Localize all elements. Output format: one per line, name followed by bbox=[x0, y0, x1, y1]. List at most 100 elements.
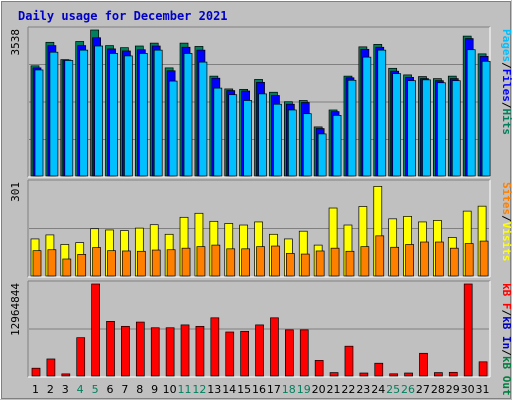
bar-kb-f-day-3 bbox=[61, 373, 71, 377]
bar-pages-day-27 bbox=[422, 79, 431, 177]
bar-kb-f-day-30 bbox=[463, 283, 473, 377]
bar-pages-day-9 bbox=[153, 49, 163, 177]
bar-sites-day-4 bbox=[77, 254, 87, 277]
day-label: 19 bbox=[297, 383, 311, 396]
bar-pages-day-13 bbox=[213, 87, 223, 177]
bar-sites-day-5 bbox=[92, 247, 101, 277]
axis-max-label: 3538 bbox=[9, 29, 22, 56]
bar-sites-day-29 bbox=[449, 247, 459, 277]
bar-kb-f-day-29 bbox=[448, 371, 458, 377]
bar-pages-day-26 bbox=[407, 80, 416, 177]
bar-sites-day-18 bbox=[286, 253, 295, 277]
bar-pages-day-17 bbox=[273, 103, 282, 177]
day-label: 9 bbox=[151, 383, 158, 396]
bar-sites-day-23 bbox=[360, 246, 370, 277]
bar-pages-day-7 bbox=[124, 55, 133, 177]
side-legend: Pages/Files/Hits bbox=[500, 29, 512, 135]
bar-kb-f-day-13 bbox=[210, 317, 220, 377]
bar-kb-f-day-5 bbox=[91, 283, 100, 377]
day-label: 20 bbox=[312, 383, 326, 396]
legend-entry: kB F bbox=[500, 283, 512, 310]
bar-sites-day-17 bbox=[271, 245, 280, 277]
side-legend-text: Pages/Files/Hits bbox=[500, 29, 512, 135]
day-label: 21 bbox=[327, 383, 341, 396]
bar-sites-day-31 bbox=[479, 240, 489, 277]
bar-sites-day-8 bbox=[136, 250, 146, 277]
legend-entry: kB In bbox=[500, 316, 512, 349]
bar-sites-day-15 bbox=[241, 248, 250, 277]
bar-pages-day-10 bbox=[168, 80, 178, 177]
visits-panel: 301 Sites/Visits bbox=[9, 179, 512, 278]
chart-title: Daily usage for December 2021 bbox=[18, 9, 228, 23]
day-label: 24 bbox=[371, 383, 385, 396]
bar-kb-f-day-17 bbox=[270, 317, 279, 377]
bar-kb-f-day-7 bbox=[121, 325, 130, 377]
day-label: 14 bbox=[222, 383, 236, 396]
bar-pages-day-24 bbox=[377, 49, 387, 177]
bar-pages-day-15 bbox=[243, 100, 252, 177]
bar-sites-day-3 bbox=[62, 258, 72, 277]
bar-pages-day-31 bbox=[481, 60, 491, 177]
bar-pages-day-30 bbox=[466, 49, 476, 177]
bar-pages-day-5 bbox=[94, 45, 103, 177]
kbytes-panel: 12964844 kB F/kB In/kB Out bbox=[9, 280, 512, 396]
bar-kb-f-day-28 bbox=[434, 372, 443, 377]
day-label: 16 bbox=[252, 383, 266, 396]
bar-kb-f-day-14 bbox=[225, 331, 235, 377]
bar-pages-day-21 bbox=[332, 114, 342, 177]
day-label: 18 bbox=[282, 383, 296, 396]
bar-kb-f-day-31 bbox=[478, 361, 488, 377]
bar-kb-f-day-10 bbox=[165, 327, 175, 377]
bar-kb-f-day-23 bbox=[359, 372, 369, 377]
side-legend: kB F/kB In/kB Out bbox=[500, 283, 512, 396]
legend-entry: kB Out bbox=[500, 356, 512, 396]
bar-kb-f-day-11 bbox=[180, 324, 190, 377]
legend-entry: Files bbox=[500, 69, 512, 102]
bar-pages-day-2 bbox=[49, 51, 59, 177]
bar-sites-day-27 bbox=[420, 241, 429, 277]
bar-pages-day-25 bbox=[392, 73, 402, 177]
bar-sites-day-7 bbox=[122, 250, 131, 277]
bar-sites-day-24 bbox=[375, 235, 385, 277]
day-label: 28 bbox=[431, 383, 445, 396]
day-label: 12 bbox=[192, 383, 206, 396]
legend-entry: / bbox=[500, 310, 512, 317]
bar-sites-day-2 bbox=[47, 249, 57, 277]
bar-sites-day-22 bbox=[345, 250, 355, 277]
legend-entry: Sites bbox=[500, 182, 512, 215]
day-label: 15 bbox=[237, 383, 251, 396]
day-label: 25 bbox=[386, 383, 400, 396]
bar-kb-f-day-27 bbox=[419, 352, 428, 377]
legend-entry: Pages bbox=[500, 29, 512, 62]
bar-pages-day-3 bbox=[64, 60, 74, 177]
side-legend: Sites/Visits bbox=[500, 182, 512, 262]
bar-pages-day-1 bbox=[34, 69, 44, 177]
bar-sites-day-6 bbox=[107, 250, 116, 277]
bar-sites-day-26 bbox=[405, 244, 414, 277]
bar-kb-f-day-15 bbox=[240, 330, 249, 377]
day-label: 13 bbox=[207, 383, 221, 396]
day-label: 29 bbox=[446, 383, 460, 396]
bar-kb-f-day-2 bbox=[46, 358, 56, 377]
bar-pages-day-19 bbox=[302, 113, 312, 177]
bar-kb-f-day-1 bbox=[31, 367, 41, 377]
day-label: 31 bbox=[476, 383, 490, 396]
side-legend-text: kB F/kB In/kB Out bbox=[500, 283, 512, 396]
day-label: 7 bbox=[121, 383, 128, 396]
bar-pages-day-4 bbox=[79, 49, 89, 177]
bar-sites-day-14 bbox=[226, 248, 236, 277]
bar-kb-f-day-21 bbox=[329, 372, 339, 377]
bar-sites-day-1 bbox=[32, 250, 42, 277]
bar-sites-day-12 bbox=[196, 246, 206, 277]
day-label: 6 bbox=[106, 383, 113, 396]
bars bbox=[30, 29, 491, 177]
bar-pages-day-14 bbox=[228, 94, 238, 177]
day-label: 23 bbox=[356, 383, 370, 396]
bars bbox=[31, 283, 488, 377]
bar-sites-day-19 bbox=[300, 253, 310, 277]
bar-sites-day-30 bbox=[464, 243, 474, 277]
bar-kb-f-day-18 bbox=[285, 329, 294, 377]
bar-sites-day-9 bbox=[151, 249, 161, 277]
